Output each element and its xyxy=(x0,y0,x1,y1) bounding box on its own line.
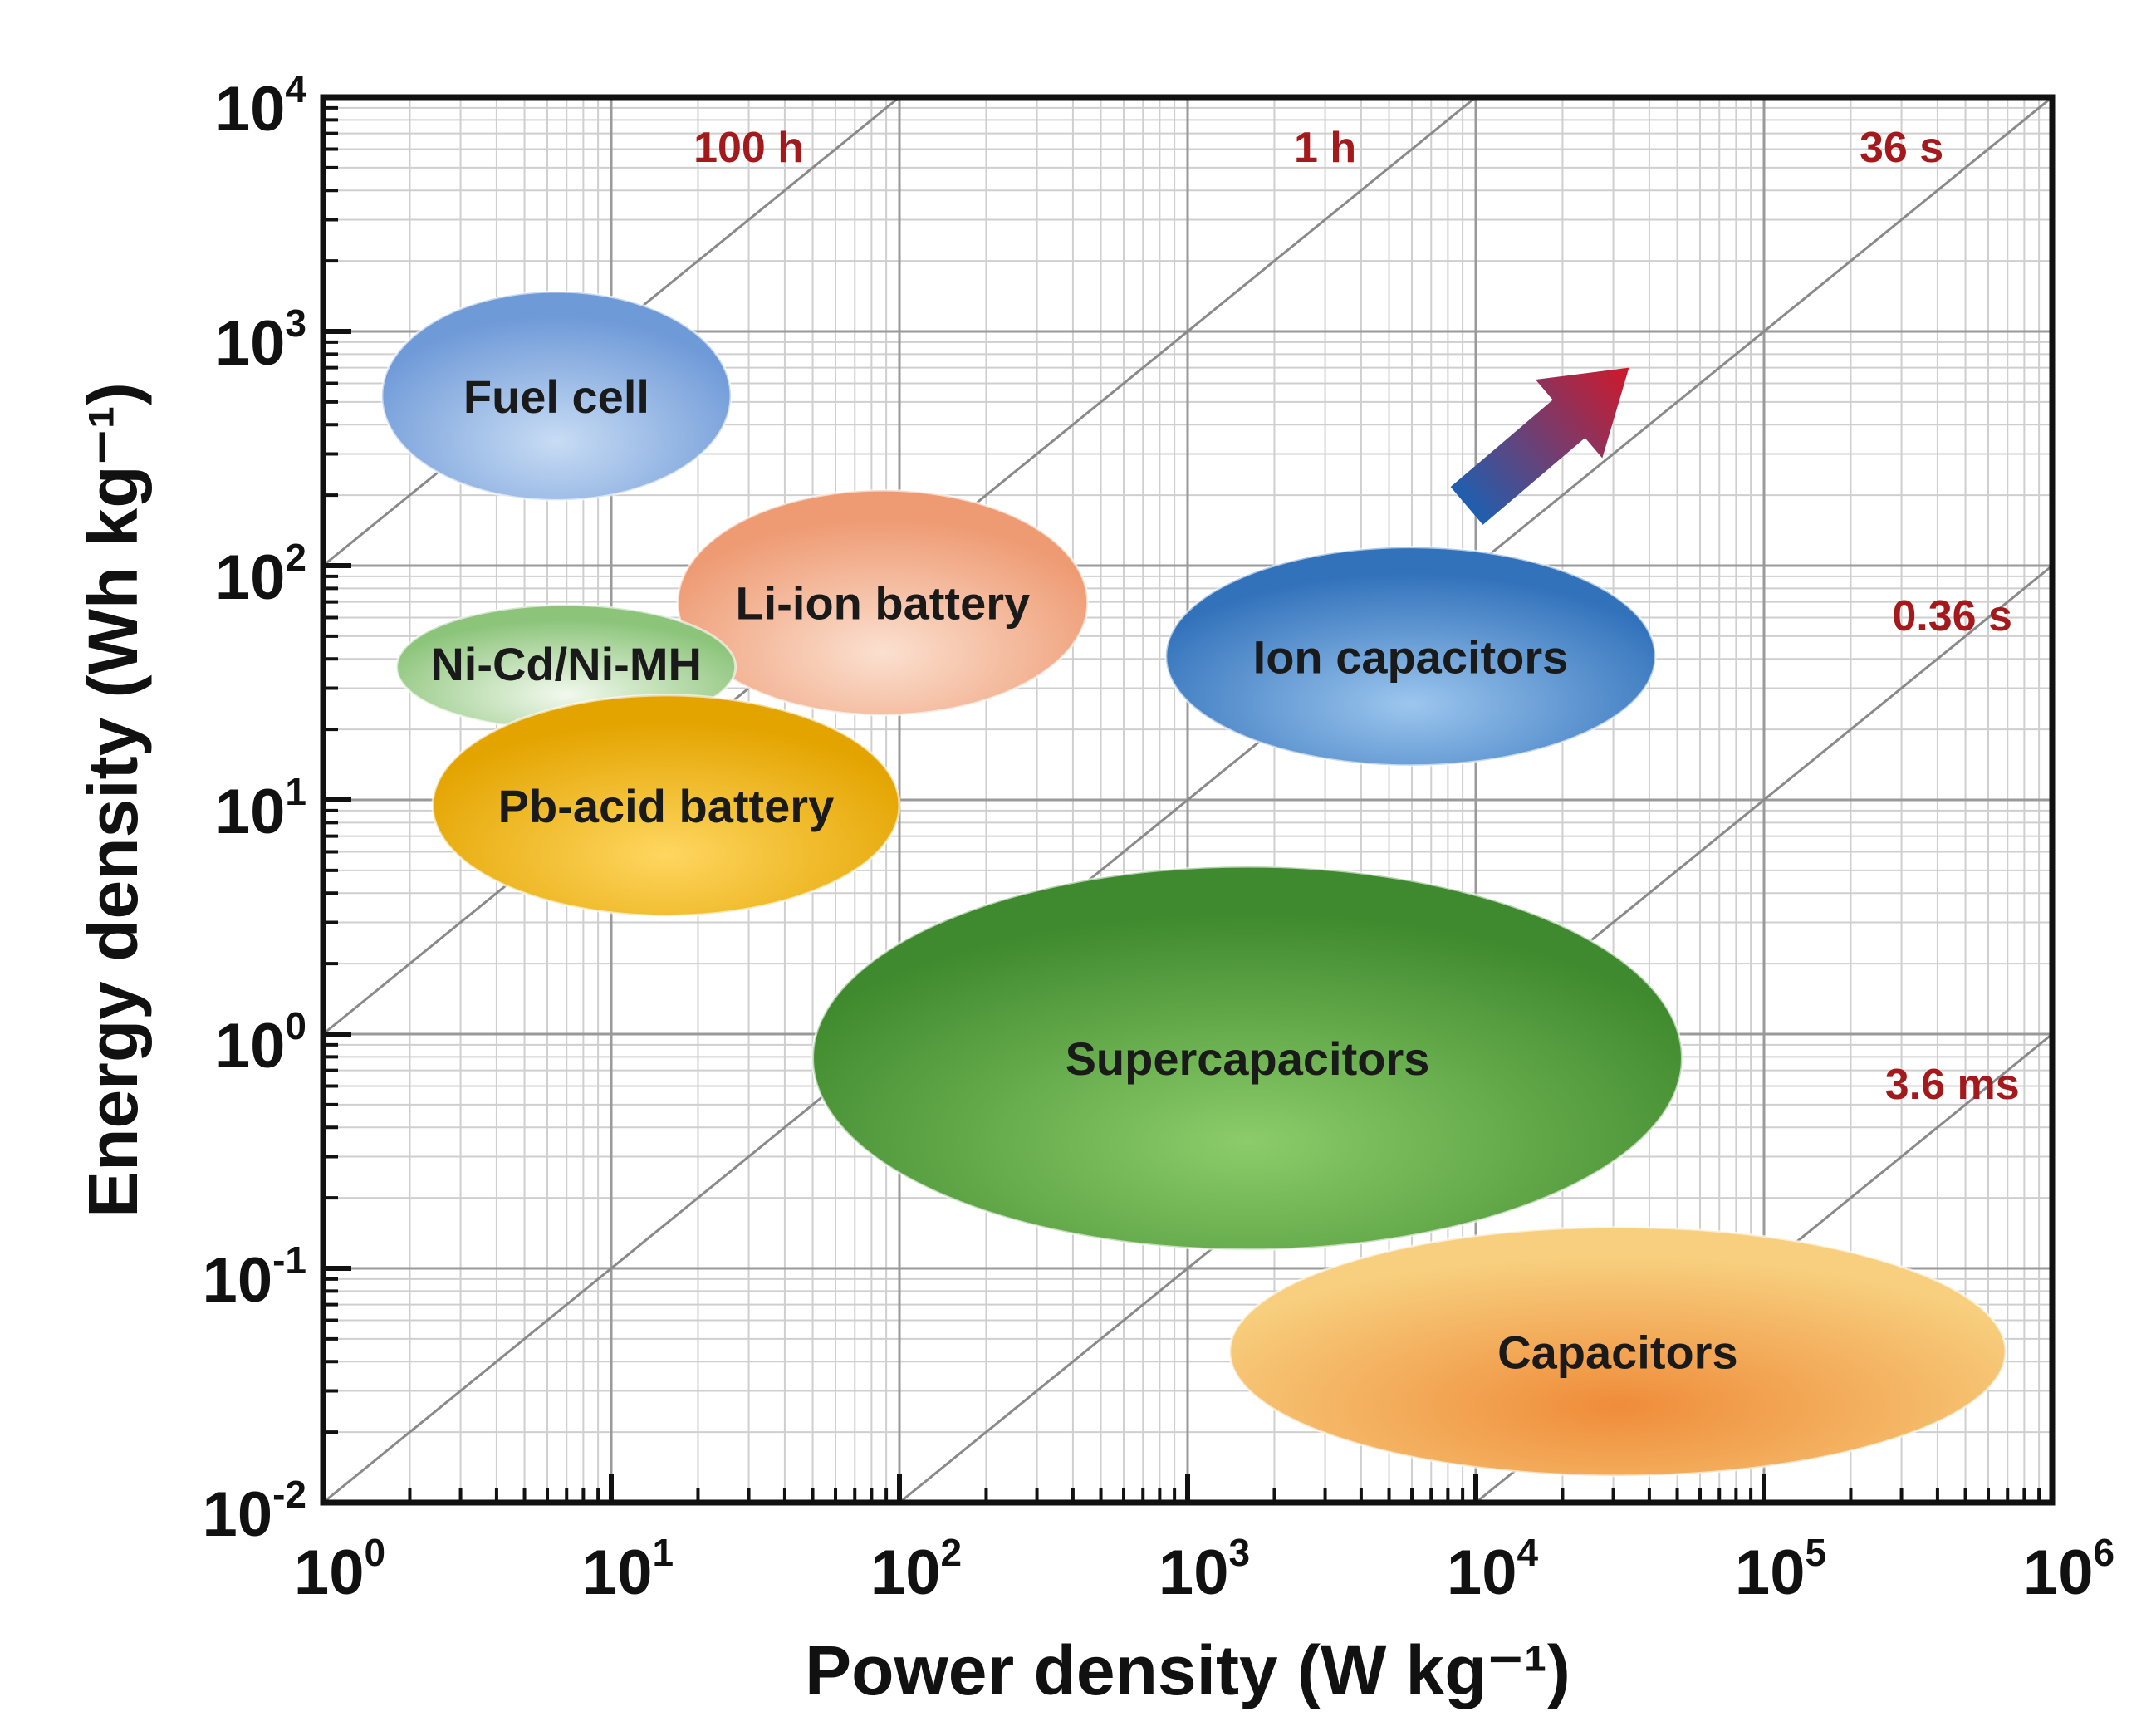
region-fuel-cell: Fuel cell xyxy=(380,290,733,502)
time-label: 36 s xyxy=(1860,124,1943,172)
region-label: Li-ion battery xyxy=(735,577,1030,630)
region-ellipse xyxy=(811,865,1683,1252)
tick-exponent: 2 xyxy=(940,1531,962,1574)
y-tick-label: 101 xyxy=(215,770,306,847)
tick-exponent: 3 xyxy=(1228,1531,1250,1574)
tick-exponent: 3 xyxy=(285,302,306,345)
tick-base: 10 xyxy=(215,542,286,613)
tick-exponent: 6 xyxy=(2093,1531,2114,1574)
region-label: Fuel cell xyxy=(463,370,649,423)
x-tick-label: 100 xyxy=(294,1531,385,1608)
region-ellipse xyxy=(1228,1225,2007,1478)
tick-exponent: 4 xyxy=(285,67,306,110)
region-ion-capacitors: Ion capacitors xyxy=(1164,546,1657,767)
region-ellipse xyxy=(1164,546,1657,767)
tick-base: 10 xyxy=(215,1011,286,1081)
tick-exponent: 0 xyxy=(285,1004,306,1047)
tick-base: 10 xyxy=(582,1537,653,1608)
region-li-ion-battery: Li-ion battery xyxy=(676,488,1090,717)
y-tick-label: 104 xyxy=(215,67,307,145)
y-axis-title: Energy density (Wh kg⁻¹) xyxy=(74,382,152,1218)
tick-base: 10 xyxy=(1159,1537,1229,1608)
x-tick-label: 103 xyxy=(1159,1531,1250,1608)
arrow-icon xyxy=(1450,367,1629,525)
y-tick-label: 103 xyxy=(215,302,306,379)
tick-base: 10 xyxy=(203,1479,273,1550)
improvement-arrow xyxy=(1450,367,1629,525)
y-tick-label: 102 xyxy=(215,536,306,613)
time-label: 0.36 s xyxy=(1892,592,2012,640)
region-label: Capacitors xyxy=(1497,1326,1737,1378)
tick-base: 10 xyxy=(294,1537,365,1608)
tick-exponent: -1 xyxy=(272,1238,306,1282)
x-tick-label: 104 xyxy=(1447,1531,1539,1608)
y-tick-label: 100 xyxy=(215,1004,306,1081)
region-capacitors: Capacitors xyxy=(1228,1225,2007,1478)
tick-exponent: 1 xyxy=(285,770,306,813)
time-label: 3.6 ms xyxy=(1885,1061,2020,1109)
time-line xyxy=(322,96,2053,1504)
tick-exponent: 0 xyxy=(364,1531,385,1574)
time-label: 100 h xyxy=(693,124,804,172)
x-axis-title: Power density (W kg⁻¹) xyxy=(805,1631,1570,1709)
x-tick-label: 105 xyxy=(1735,1531,1826,1608)
tick-base: 10 xyxy=(203,1245,273,1316)
time-constant-labels: 100 h 1 h 36 s 0.36 s 3.6 ms xyxy=(693,124,2020,1109)
region-ellipse xyxy=(431,694,901,918)
region-ellipse xyxy=(380,290,733,502)
tick-exponent: 1 xyxy=(652,1531,674,1574)
region-ellipse xyxy=(676,488,1090,717)
region-pb-acid-battery: Pb-acid battery xyxy=(431,694,901,918)
tick-base: 10 xyxy=(215,777,286,847)
x-tick-label: 101 xyxy=(582,1531,674,1608)
tick-base: 10 xyxy=(215,308,286,379)
tick-base: 10 xyxy=(1735,1537,1806,1608)
tick-labels: 100 101 102 103 104 105 10610-210-110010110210… xyxy=(203,67,2115,1608)
y-tick-label: 10-2 xyxy=(203,1473,306,1550)
region-label: Pb-acid battery xyxy=(498,780,835,832)
x-tick-label: 106 xyxy=(2023,1531,2114,1608)
tick-exponent: 5 xyxy=(1805,1531,1826,1574)
time-label: 1 h xyxy=(1294,124,1356,172)
axes xyxy=(320,94,2056,1506)
tick-exponent: 4 xyxy=(1517,1531,1538,1574)
region-supercapacitors: Supercapacitors xyxy=(811,865,1683,1252)
region-label: Ion capacitors xyxy=(1253,630,1569,683)
tick-base: 10 xyxy=(215,74,286,145)
plot-frame xyxy=(320,94,2056,1506)
x-tick-label: 102 xyxy=(870,1531,962,1608)
region-label: Ni-Cd/Ni-MH xyxy=(430,638,702,690)
tick-exponent: 2 xyxy=(285,536,306,579)
tick-base: 10 xyxy=(1447,1537,1517,1608)
y-tick-label: 10-1 xyxy=(203,1238,306,1316)
region-label: Supercapacitors xyxy=(1066,1032,1430,1085)
tick-exponent: -2 xyxy=(272,1473,306,1516)
device-regions: Fuel cell Li-ion battery Ni-Cd/Ni-MH Pb-aci… xyxy=(380,290,2007,1478)
tick-base: 10 xyxy=(2023,1537,2094,1608)
tick-base: 10 xyxy=(870,1537,941,1608)
